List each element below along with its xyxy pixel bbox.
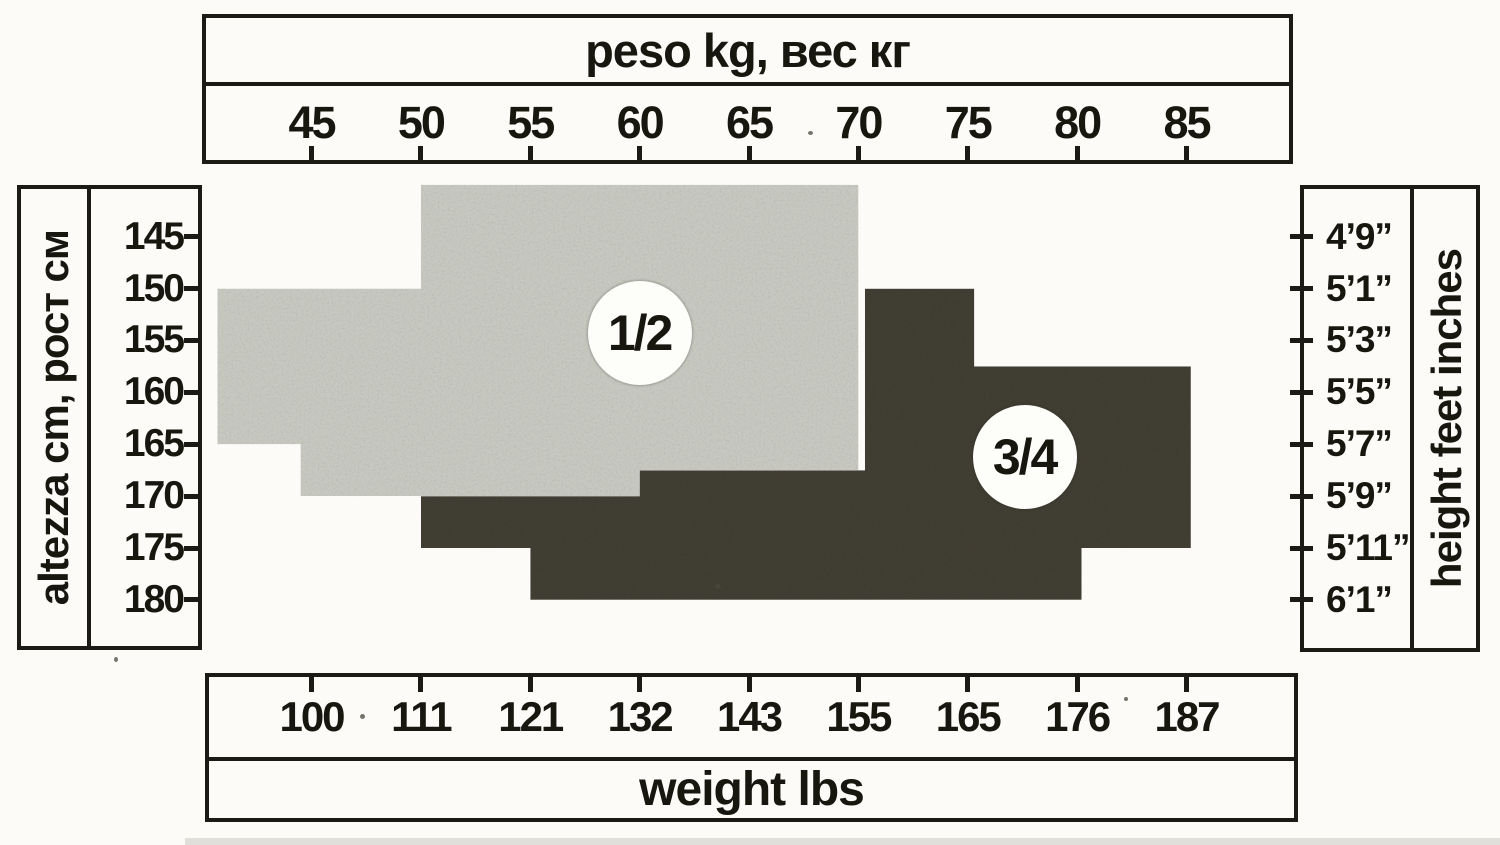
ft-tick-label: 5’9” [1326, 475, 1393, 517]
lbs-tick-label: 155 [826, 693, 892, 740]
left-axis-divider [87, 189, 91, 646]
kg-tick-mark [965, 146, 971, 162]
lbs-tick-mark [527, 675, 533, 692]
kg-tick-mark [1074, 146, 1080, 162]
cm-tick-label: 170 [123, 474, 185, 518]
kg-tick-label: 60 [616, 97, 665, 148]
kg-tick-label: 75 [944, 97, 993, 148]
scan-speckle [360, 714, 365, 719]
right-axis-box: height feet inches [1300, 185, 1480, 652]
kg-tick-mark [746, 146, 752, 162]
cm-tick-label: 155 [123, 318, 185, 362]
lbs-tick-label: 100 [279, 693, 345, 740]
scan-speckle [114, 657, 118, 662]
top-axis-title: peso kg, вес кг [585, 23, 911, 77]
size-badge-3-4: 3/4 [972, 404, 1077, 509]
lbs-tick-mark [855, 675, 861, 692]
kg-tick-label: 50 [397, 97, 446, 148]
ft-tick-label: 4’9” [1326, 215, 1393, 257]
cm-tick-label: 165 [123, 422, 185, 466]
lbs-tick-mark [1074, 675, 1080, 692]
right-axis-divider [1410, 189, 1414, 648]
kg-tick-label: 65 [725, 97, 774, 148]
top-axis-divider [206, 82, 1289, 86]
kg-tick-mark [855, 146, 861, 162]
kg-tick-label: 80 [1054, 97, 1102, 148]
kg-tick-label: 45 [288, 97, 336, 148]
size-badge-1-2: 1/2 [587, 281, 692, 386]
ft-tick-label: 5’7” [1326, 423, 1393, 465]
size-region-3-4 [420, 288, 1191, 600]
cm-tick-mark [184, 286, 201, 292]
bottom-axis-box: weight lbs [205, 673, 1298, 822]
ft-tick-mark [1290, 389, 1313, 395]
lbs-tick-mark [746, 675, 752, 692]
ft-tick-label: 6’1” [1326, 578, 1393, 620]
cm-tick-mark [184, 493, 201, 499]
bottom-axis-title: weight lbs [639, 763, 865, 816]
ft-tick-label: 5’5” [1326, 371, 1393, 413]
cm-tick-label: 145 [123, 214, 185, 258]
size-label-1-2: 1/2 [607, 305, 674, 362]
lbs-tick-label: 176 [1045, 693, 1111, 740]
scan-speckle [715, 584, 721, 589]
kg-tick-mark [1184, 146, 1189, 162]
lbs-tick-label: 165 [935, 693, 1002, 740]
size-label-3-4: 3/4 [992, 428, 1059, 485]
lbs-tick-mark [1184, 675, 1189, 692]
kg-tick-label: 70 [835, 97, 883, 148]
cm-tick-mark [184, 337, 201, 343]
ft-tick-mark [1290, 337, 1313, 343]
ft-tick-mark [1290, 234, 1313, 240]
lbs-tick-label: 187 [1154, 693, 1220, 740]
lbs-tick-mark [637, 675, 643, 692]
ft-tick-mark [1290, 286, 1313, 292]
kg-tick-label: 85 [1163, 97, 1211, 148]
ft-tick-label: 5’11” [1326, 527, 1410, 568]
ft-tick-label: 5’3” [1326, 319, 1393, 361]
cm-tick-label: 150 [123, 266, 185, 310]
cm-tick-label: 180 [123, 577, 185, 621]
kg-tick-label: 55 [507, 97, 555, 148]
right-axis-title: height feet inches [1423, 248, 1470, 589]
scan-speckle [1124, 697, 1128, 701]
cm-tick-mark [184, 597, 201, 603]
left-axis-title: altezza cm, рост см [30, 229, 77, 606]
lbs-tick-label: 111 [391, 693, 452, 740]
ft-tick-label: 5’1” [1326, 267, 1393, 309]
bottom-axis-divider [209, 757, 1294, 761]
ft-tick-mark [1290, 545, 1313, 551]
lbs-tick-label: 132 [607, 693, 674, 740]
kg-tick-mark [418, 146, 424, 162]
lbs-tick-label: 121 [498, 693, 564, 740]
cm-tick-mark [184, 545, 201, 551]
cm-tick-label: 160 [123, 370, 185, 414]
cm-tick-label: 175 [123, 526, 185, 569]
lbs-tick-mark [965, 675, 971, 692]
ft-tick-mark [1290, 441, 1313, 447]
scan-speckle [808, 131, 813, 135]
scan-edge-band [185, 838, 1500, 845]
lbs-tick-label: 143 [716, 693, 783, 740]
cm-tick-mark [184, 234, 201, 240]
cm-tick-mark [184, 441, 201, 447]
kg-tick-mark [637, 146, 643, 162]
left-axis-box: altezza cm, рост см [17, 185, 202, 650]
ft-tick-mark [1290, 493, 1313, 499]
kg-tick-mark [527, 146, 533, 162]
ft-tick-mark [1290, 597, 1313, 603]
top-axis-box: peso kg, вес кг [202, 14, 1293, 164]
lbs-tick-mark [418, 675, 424, 692]
kg-tick-mark [309, 146, 314, 162]
lbs-tick-mark [309, 675, 314, 692]
size-region-1-2 [217, 184, 859, 497]
cm-tick-mark [184, 389, 201, 395]
